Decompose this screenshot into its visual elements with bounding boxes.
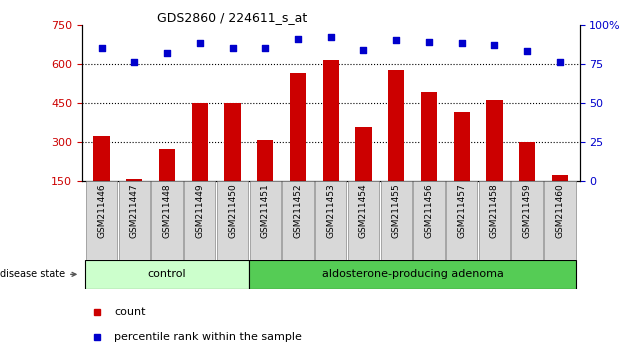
Text: disease state: disease state xyxy=(0,269,76,279)
Point xyxy=(358,47,369,52)
Text: GSM211460: GSM211460 xyxy=(556,183,564,238)
Text: GSM211456: GSM211456 xyxy=(425,183,433,238)
FancyBboxPatch shape xyxy=(118,181,150,260)
Point xyxy=(260,45,270,51)
FancyBboxPatch shape xyxy=(184,181,215,260)
Point xyxy=(391,38,401,43)
FancyBboxPatch shape xyxy=(512,181,543,260)
Bar xyxy=(323,60,339,219)
Bar xyxy=(93,136,110,219)
Text: percentile rank within the sample: percentile rank within the sample xyxy=(114,332,302,342)
Bar xyxy=(486,100,503,219)
Text: GSM211448: GSM211448 xyxy=(163,183,171,238)
FancyBboxPatch shape xyxy=(479,181,510,260)
FancyBboxPatch shape xyxy=(446,181,478,260)
Bar xyxy=(224,103,241,219)
FancyBboxPatch shape xyxy=(249,260,576,289)
Bar xyxy=(290,73,306,219)
Point xyxy=(227,45,238,51)
Bar xyxy=(159,149,175,219)
Point xyxy=(129,59,139,65)
FancyBboxPatch shape xyxy=(249,181,281,260)
Text: GDS2860 / 224611_s_at: GDS2860 / 224611_s_at xyxy=(156,11,307,24)
Text: count: count xyxy=(114,307,146,317)
Text: GSM211457: GSM211457 xyxy=(457,183,466,238)
Text: GSM211454: GSM211454 xyxy=(359,183,368,238)
Point xyxy=(522,48,532,54)
FancyBboxPatch shape xyxy=(381,181,412,260)
Text: GSM211459: GSM211459 xyxy=(523,183,532,238)
Point xyxy=(457,41,467,46)
FancyBboxPatch shape xyxy=(217,181,248,260)
Bar xyxy=(126,179,142,219)
Text: GSM211452: GSM211452 xyxy=(294,183,302,238)
Bar xyxy=(192,103,208,219)
Bar xyxy=(454,112,470,219)
Point xyxy=(162,50,172,56)
Bar xyxy=(519,142,536,219)
Bar xyxy=(257,140,273,219)
Bar xyxy=(552,175,568,219)
FancyBboxPatch shape xyxy=(86,181,117,260)
Bar xyxy=(388,70,404,219)
Text: GSM211453: GSM211453 xyxy=(326,183,335,238)
Text: control: control xyxy=(147,269,186,279)
Text: aldosterone-producing adenoma: aldosterone-producing adenoma xyxy=(322,269,503,279)
Bar xyxy=(421,92,437,219)
Point xyxy=(195,41,205,46)
Point xyxy=(555,59,565,65)
Text: GSM211447: GSM211447 xyxy=(130,183,139,238)
Point xyxy=(293,36,303,42)
FancyBboxPatch shape xyxy=(348,181,379,260)
Bar xyxy=(355,127,372,219)
Text: GSM211458: GSM211458 xyxy=(490,183,499,238)
Text: GSM211450: GSM211450 xyxy=(228,183,237,238)
Point xyxy=(490,42,500,48)
Text: GSM211455: GSM211455 xyxy=(392,183,401,238)
Text: GSM211449: GSM211449 xyxy=(195,183,204,238)
Text: GSM211446: GSM211446 xyxy=(97,183,106,238)
Point xyxy=(96,45,106,51)
Point xyxy=(326,34,336,40)
FancyBboxPatch shape xyxy=(282,181,314,260)
FancyBboxPatch shape xyxy=(85,260,249,289)
FancyBboxPatch shape xyxy=(544,181,576,260)
FancyBboxPatch shape xyxy=(315,181,346,260)
FancyBboxPatch shape xyxy=(413,181,445,260)
Point xyxy=(424,39,434,45)
FancyBboxPatch shape xyxy=(151,181,183,260)
Text: GSM211451: GSM211451 xyxy=(261,183,270,238)
